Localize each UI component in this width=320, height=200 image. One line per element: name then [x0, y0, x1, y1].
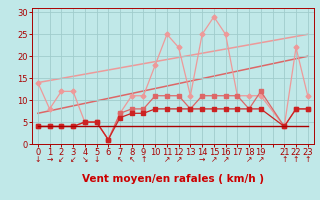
Text: →: → — [46, 155, 53, 164]
Text: ↙: ↙ — [58, 155, 65, 164]
Text: ↑: ↑ — [305, 155, 311, 164]
Text: Vent moyen/en rafales ( km/h ): Vent moyen/en rafales ( km/h ) — [82, 174, 264, 184]
Text: ↗: ↗ — [175, 155, 182, 164]
Text: ↙: ↙ — [70, 155, 76, 164]
Text: ↗: ↗ — [164, 155, 170, 164]
Text: ↖: ↖ — [117, 155, 123, 164]
Text: ↑: ↑ — [293, 155, 299, 164]
Text: ↗: ↗ — [211, 155, 217, 164]
Text: ↗: ↗ — [222, 155, 229, 164]
Text: ↘: ↘ — [82, 155, 88, 164]
Text: ↑: ↑ — [281, 155, 287, 164]
Text: ↓: ↓ — [93, 155, 100, 164]
Text: ↖: ↖ — [129, 155, 135, 164]
Text: ↑: ↑ — [140, 155, 147, 164]
Text: ↓: ↓ — [35, 155, 41, 164]
Text: ↗: ↗ — [246, 155, 252, 164]
Text: ↗: ↗ — [258, 155, 264, 164]
Text: →: → — [199, 155, 205, 164]
